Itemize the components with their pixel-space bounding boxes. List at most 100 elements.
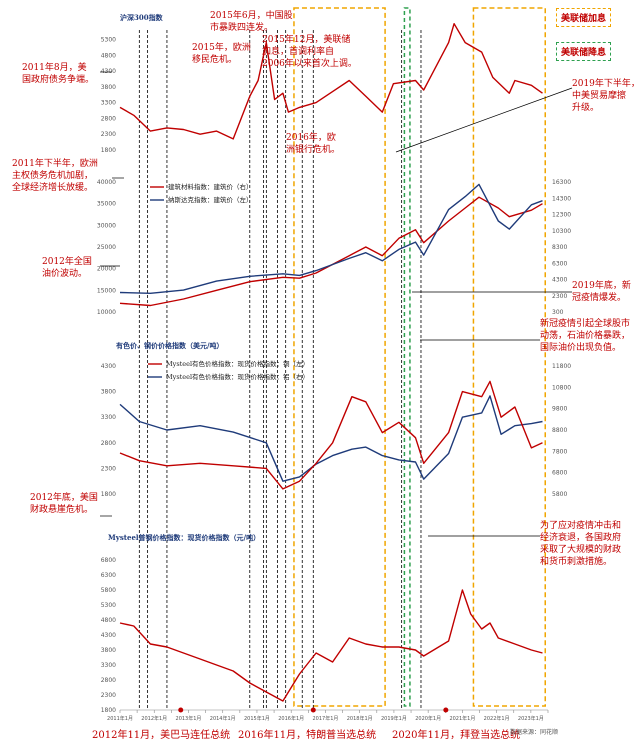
panel2-legend-label-0: 建筑材料指数：建筑价（右） <box>168 182 253 191</box>
panel3-line-1 <box>119 395 543 482</box>
annotation-stimulus: 为了应对疫情冲击和 经济衰退，各国政府 采取了大规模的财政 和货币刺激措施。 <box>540 521 622 567</box>
panel4-y-tick-9: 6300 <box>101 572 116 579</box>
panel1-y-tick-1: 2300 <box>101 131 116 138</box>
policy-bands <box>293 7 546 707</box>
panel2-yl-tick-4: 30000 <box>97 222 116 229</box>
x-tick-label-24: 2023年1月 <box>518 715 544 722</box>
panel3-yl-tick-5: 4300 <box>101 363 116 370</box>
annotation-euro-bank-crisis: 2016年，欧 洲银行危机。 <box>286 133 341 155</box>
election-dot-1 <box>310 707 316 713</box>
x-tick-label-16: 2019年1月 <box>381 715 407 722</box>
panel1-line <box>119 23 543 140</box>
rate-hike-band-1 <box>472 7 546 707</box>
panel2-line-0 <box>119 196 543 307</box>
panel3-yl-tick-4: 3800 <box>101 389 116 396</box>
legend-rate-hike: 美联储加息 <box>556 8 612 27</box>
panel4-y-tick-4: 3800 <box>101 647 116 654</box>
panel4-y-tick-8: 5800 <box>101 587 116 594</box>
election-dot-0 <box>178 707 184 713</box>
panel1-title: 沪深300指数 <box>120 13 164 22</box>
panel4-y-tick-6: 4800 <box>101 617 116 624</box>
x-tick-label-12: 2017年1月 <box>312 715 338 722</box>
annotation-china-stock-crash: 2015年6月，中国股 市暴跌四连发。 <box>210 11 293 33</box>
panel4-line <box>119 589 543 702</box>
event-markers <box>178 707 449 713</box>
panel2-yr-tick-2: 4300 <box>552 277 567 284</box>
election-dot-2 <box>443 707 449 713</box>
panel2-yl-tick-1: 15000 <box>97 287 116 294</box>
panel4-y-tick-0: 1800 <box>101 707 116 714</box>
panel3-legend-label-0: Mysteel有色价格指数：现货价格指数：铜（左） <box>166 359 309 368</box>
annotation-covid-market: 新冠疫情引起全球股市 动荡，石油价格暴跌， 国际油价出现负值。 <box>540 319 631 353</box>
x-tick-label-2: 2012年1月 <box>141 715 167 722</box>
x-tick-label-6: 2014年1月 <box>210 715 236 722</box>
panel3-yr-tick-2: 7800 <box>552 448 567 455</box>
panel4-title: Mysteel普钢价格指数：现货价格指数（元/吨） <box>108 533 260 542</box>
panel4-y-tick-3: 3300 <box>101 662 116 669</box>
annotation-europe-migrant: 2015年，欧洲 移民危机。 <box>192 43 251 65</box>
panel2-yr-tick-5: 10300 <box>552 228 571 235</box>
panel1-y-tick-0: 1800 <box>101 147 116 154</box>
panel3-yl-tick-1: 2300 <box>101 465 116 472</box>
panel3-yr-tick-1: 6800 <box>552 470 567 477</box>
event-obama-reelected: 2012年11月，美巴马连任总统 <box>92 730 231 741</box>
panel4-y-tick-10: 6800 <box>101 557 116 564</box>
panel2-yl-tick-3: 25000 <box>97 244 116 251</box>
panel3-yr-tick-4: 9800 <box>552 406 567 413</box>
x-tick-label-22: 2022年1月 <box>484 715 510 722</box>
data-source: 数据来源：同花顺 <box>510 729 559 736</box>
event-trump-elected: 2016年11月，特朗普当选总统 <box>238 730 377 741</box>
panel3-title: 有色价、钢价价格指数（美元/吨） <box>116 341 224 350</box>
x-axis: 2011年1月 2012年1月 2013年1月 2014年1月 2015年1月 2016年… <box>107 709 549 722</box>
annotation-covid-outbreak: 2019年底，新 冠疫情爆发。 <box>572 281 631 303</box>
event-vertical-lines <box>138 30 422 710</box>
panel2-yr-tick-1: 2300 <box>552 293 567 300</box>
panel2-yl-tick-2: 20000 <box>97 266 116 273</box>
event-biden-elected: 2020年11月，拜登当选总统 <box>392 730 521 741</box>
panel2-yl-tick-6: 40000 <box>97 179 116 186</box>
annotation-fed-hike-2015: 2015年12月，美联储 加息，首调利率自 2006年以来首次上调。 <box>262 35 357 69</box>
rate-hike-band-0 <box>293 7 386 707</box>
panel3-yl-tick-2: 2800 <box>101 440 116 447</box>
pointer-1 <box>395 87 573 153</box>
annotation-oil-price-2012: 2012年全国 油价波动。 <box>42 257 92 279</box>
panel4-y-tick-2: 2800 <box>101 677 116 684</box>
panel2-yl-tick-0: 10000 <box>97 309 116 316</box>
panel3-yr-tick-3: 8800 <box>552 427 567 434</box>
panel1-y-tick-7: 5300 <box>101 36 116 43</box>
x-tick-label-4: 2013年1月 <box>176 715 202 722</box>
panel2-yr-tick-7: 14300 <box>552 195 571 202</box>
panel3-line-0 <box>119 380 543 490</box>
panel2-yr-tick-3: 6300 <box>552 260 567 267</box>
panel4-y-tick-1: 2300 <box>101 692 116 699</box>
annotation-us-debt-2011: 2011年8月，美 国政府债务争端。 <box>22 63 95 85</box>
annotation-euro-debt-crisis: 2011年下半年，欧洲 主权债务危机加剧， 全球经济增长放缓。 <box>12 159 98 193</box>
annotation-pointers <box>100 71 573 537</box>
panel4-y-tick-7: 5300 <box>101 602 116 609</box>
x-tick-label-20: 2021年1月 <box>449 715 475 722</box>
rate-cut-band <box>403 7 411 707</box>
chart-panels: 沪深300指数 1800 2300 2800 3300 3800 4300 4800 5300 建… <box>97 13 571 714</box>
panel3-yl-tick-3: 3300 <box>101 414 116 421</box>
panel2-yr-tick-0: 300 <box>552 309 564 316</box>
x-tick-label-14: 2018年1月 <box>347 715 373 722</box>
panel1-y-tick-3: 3300 <box>101 100 116 107</box>
x-tick-label-10: 2016年1月 <box>278 715 304 722</box>
panel2-yr-tick-4: 8300 <box>552 244 567 251</box>
panel2-legend-label-1: 纳斯达克指数：建筑价（左） <box>168 195 253 204</box>
x-tick-label-8: 2015年1月 <box>244 715 270 722</box>
x-tick-label-0: 2011年1月 <box>107 715 133 722</box>
panel2-yr-tick-6: 12300 <box>552 212 571 219</box>
annotation-trade-friction: 2019年下半年， 中美贸易摩擦 升级。 <box>572 79 640 113</box>
panel3-yr-tick-6: 11800 <box>552 363 571 370</box>
panel1-y-tick-5: 4300 <box>101 68 116 75</box>
annotation-fiscal-cliff: 2012年底，美国 财政悬崖危机。 <box>30 493 98 515</box>
panel2-yr-tick-8: 16300 <box>552 179 571 186</box>
panel4-y-tick-5: 4300 <box>101 632 116 639</box>
legend-rate-cut: 美联储降息 <box>556 42 612 61</box>
panel2-line-1 <box>119 183 543 294</box>
panel1-y-tick-6: 4800 <box>101 52 116 59</box>
panel2-yl-tick-5: 35000 <box>97 201 116 208</box>
panel3-yl-tick-0: 1800 <box>101 491 116 498</box>
